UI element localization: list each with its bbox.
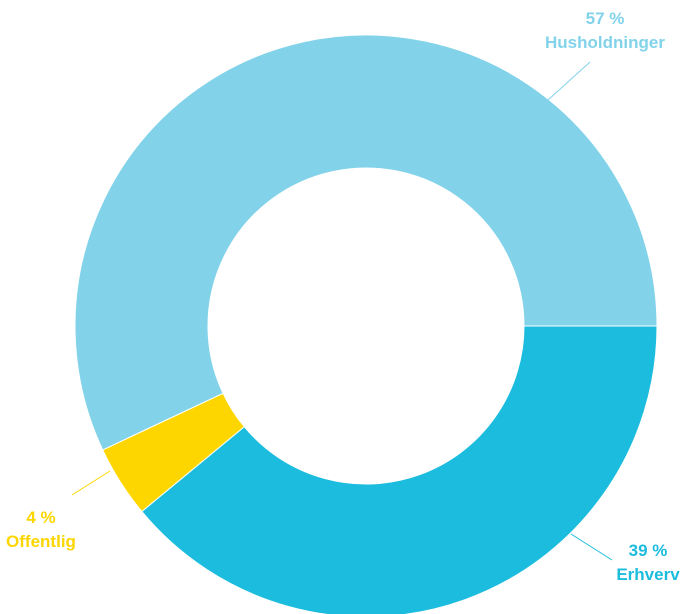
leader-line-offentlig bbox=[71, 470, 111, 496]
slice-husholdninger bbox=[74, 34, 658, 451]
slice-name-label-husholdninger: Husholdninger bbox=[545, 33, 665, 52]
slice-labels: 39 % Erhverv 4 % Offentlig 57 % Husholdninger bbox=[6, 9, 680, 584]
slice-value-label-erhverv: 39 % bbox=[629, 541, 668, 560]
leader-line-husholdninger bbox=[547, 61, 591, 101]
leader-lines bbox=[71, 61, 613, 561]
slice-erhverv bbox=[141, 325, 658, 614]
slice-name-label-erhverv: Erhverv bbox=[616, 565, 680, 584]
slice-value-label-offentlig: 4 % bbox=[26, 508, 55, 527]
slice-value-label-husholdninger: 57 % bbox=[586, 9, 625, 28]
donut-slices bbox=[74, 34, 658, 614]
slice-name-label-offentlig: Offentlig bbox=[6, 532, 76, 551]
leader-line-erhverv bbox=[570, 533, 613, 561]
